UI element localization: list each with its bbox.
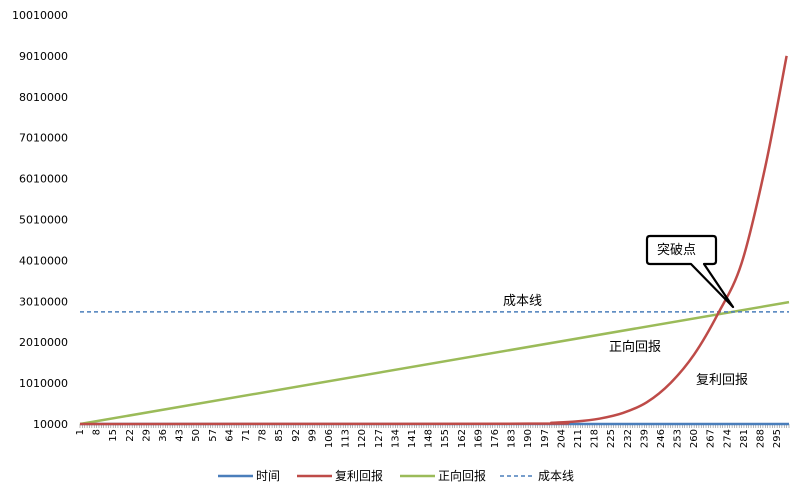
x-tick-label: 15	[108, 429, 119, 442]
x-tick-label: 8	[92, 429, 103, 435]
x-tick-label: 155	[440, 429, 451, 448]
y-tick-label: 6010000	[19, 173, 68, 186]
breakthrough-callout: 突破点	[645, 234, 735, 309]
y-tick-label: 2010000	[19, 336, 68, 349]
x-tick-label: 183	[507, 429, 518, 448]
x-tick-label: 134	[390, 429, 401, 448]
x-tick-label: 176	[490, 429, 501, 448]
legend-label-2: 正向回报	[438, 468, 486, 483]
x-tick-label: 281	[739, 429, 750, 448]
x-tick-label: 148	[424, 429, 435, 448]
x-tick-label: 127	[374, 429, 385, 448]
series-line-2	[79, 300, 790, 426]
x-tick-label: 239	[639, 429, 650, 448]
series-layer	[79, 55, 790, 426]
legend-label-0: 时间	[256, 469, 280, 483]
x-tick-label: 99	[307, 429, 318, 442]
x-tick-label: 22	[125, 429, 136, 442]
annotation-positive-return: 正向回报	[609, 339, 661, 355]
x-tick-label: 204	[556, 429, 567, 448]
legend-label-1: 复利回报	[335, 468, 383, 483]
y-tick-label: 5010000	[19, 214, 68, 227]
y-axis: 10000 1010000 2010000 3010000 4010000 5010000…	[12, 9, 68, 431]
legend-label-3: 成本线	[538, 469, 574, 483]
x-axis: 1 8 15 22 29 36 43 50 57 64 71 78 85 92 99 106 113 120 127…	[75, 423, 790, 448]
x-tick-label: 29	[141, 429, 152, 442]
annotation-compound-return: 复利回报	[696, 373, 748, 388]
x-tick-label: 106	[324, 429, 335, 448]
x-tick-label: 197	[540, 429, 551, 448]
x-tick-label: 218	[590, 429, 601, 448]
x-tick-label: 232	[623, 429, 634, 448]
x-tick-label: 253	[673, 429, 684, 448]
x-tick-label: 225	[606, 429, 617, 448]
x-tick-label: 162	[457, 429, 468, 448]
y-tick-label: 10010000	[12, 9, 68, 22]
x-tick-label: 113	[341, 429, 352, 448]
x-tick-label: 50	[191, 429, 202, 442]
annotation-cost-line: 成本线	[503, 294, 542, 309]
y-tick-label: 8010000	[19, 91, 68, 104]
x-tick-label: 190	[523, 429, 534, 448]
y-tick-label: 3010000	[19, 295, 68, 308]
x-tick-label: 260	[689, 429, 700, 448]
x-tick-label: 141	[407, 429, 418, 448]
y-tick-label: 4010000	[19, 254, 68, 267]
x-tick-label: 43	[175, 429, 186, 442]
x-tick-label: 267	[706, 429, 717, 448]
x-tick-label: 78	[258, 429, 269, 442]
y-tick-label: 9010000	[19, 50, 68, 63]
x-tick-label: 169	[473, 429, 484, 448]
x-tick-label: 288	[756, 429, 767, 448]
x-tick-label: 1	[75, 429, 86, 435]
x-tick-label: 274	[722, 429, 733, 448]
x-tick-label: 92	[291, 429, 302, 442]
callout-label: 突破点	[657, 242, 696, 258]
y-tick-label: 7010000	[19, 132, 68, 145]
x-tick-label: 64	[224, 429, 235, 442]
x-tick-label: 211	[573, 429, 584, 448]
x-tick-label: 57	[208, 429, 219, 442]
callout-shape	[645, 234, 735, 309]
x-tick-label: 246	[656, 429, 667, 448]
x-tick-label: 120	[357, 429, 368, 448]
y-tick-label: 10000	[33, 418, 68, 431]
y-tick-label: 1010000	[19, 377, 68, 390]
x-tick-label: 36	[158, 429, 169, 442]
x-tick-label: 71	[241, 429, 252, 442]
x-tick-label: 85	[274, 429, 285, 442]
legend: 时间 复利回报 正向回报 成本线	[218, 468, 574, 483]
series-line-1	[79, 55, 788, 426]
x-tick-label: 295	[772, 429, 783, 448]
